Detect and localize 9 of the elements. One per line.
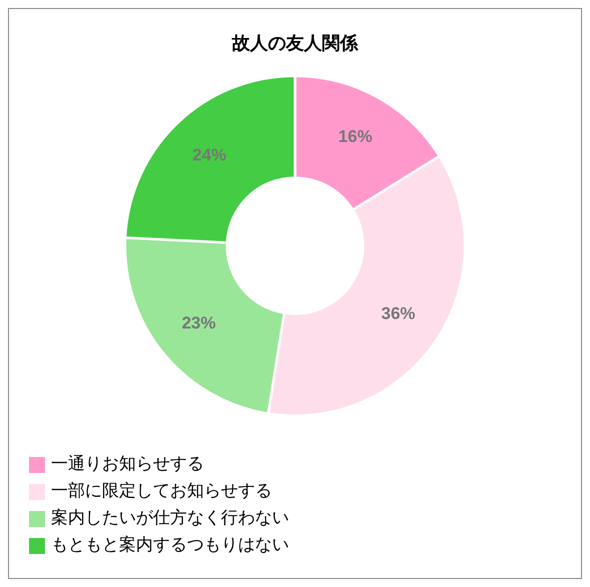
legend-label: 案内したいが仕方なく行わない (51, 507, 289, 530)
legend-label: 一通りお知らせする (51, 453, 204, 476)
data-label: 23% (182, 314, 216, 333)
legend-label: 一部に限定してお知らせする (51, 480, 272, 503)
chart-title: 故人の友人関係 (231, 32, 359, 53)
data-label: 24% (192, 146, 226, 165)
legend-label: もともと案内するつもりはない (51, 534, 289, 557)
data-label: 36% (381, 304, 416, 324)
data-label: 16% (338, 127, 372, 146)
